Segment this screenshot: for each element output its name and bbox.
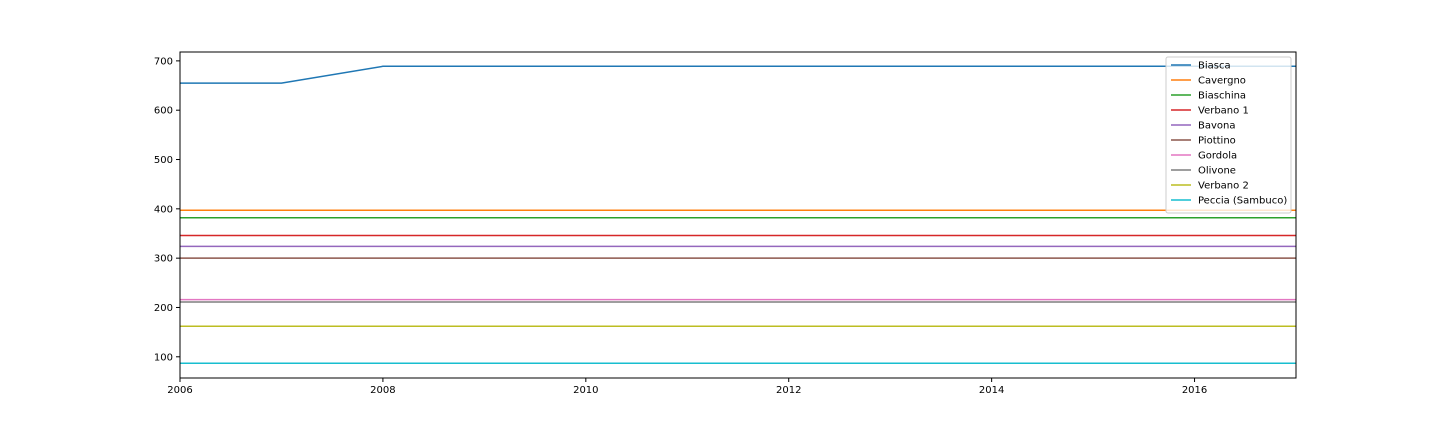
legend-label-6: Gordola — [1198, 151, 1237, 162]
y-tick-label-4: 500 — [154, 155, 173, 166]
x-tick-label-3: 2012 — [776, 385, 801, 396]
x-tick-label-1: 2008 — [370, 385, 395, 396]
legend-label-7: Olivone — [1198, 166, 1236, 177]
legend-label-3: Verbano 1 — [1198, 106, 1249, 117]
plot-frame — [179, 51, 1297, 379]
legend-label-1: Cavergno — [1198, 76, 1246, 87]
legend-label-4: Bavona — [1198, 121, 1236, 132]
legend: Biasca Cavergno Biaschina Verbano 1 Bavona Pi… — [1165, 56, 1292, 214]
x-tick-label-5: 2016 — [1182, 385, 1207, 396]
legend-label-0: Biasca — [1198, 61, 1231, 72]
legend-label-8: Verbano 2 — [1198, 181, 1249, 192]
series-line-0 — [180, 65, 1296, 84]
y-tick-label-6: 700 — [154, 56, 173, 67]
legend-label-9: Peccia (Sambuco) — [1198, 196, 1287, 207]
x-axis: 2006 2008 2010 2012 2014 2016 — [167, 378, 1207, 396]
y-axis: 100 200 300 400 500 600 700 — [154, 56, 180, 363]
y-tick-label-1: 200 — [154, 303, 173, 314]
y-tick-label-3: 400 — [154, 204, 173, 215]
y-tick-label-2: 300 — [154, 254, 173, 265]
x-tick-label-4: 2014 — [979, 385, 1004, 396]
y-tick-label-5: 600 — [154, 106, 173, 117]
plot-lines — [180, 65, 1296, 364]
x-tick-label-2: 2010 — [573, 385, 598, 396]
legend-label-5: Piottino — [1198, 136, 1236, 147]
y-tick-label-0: 100 — [154, 352, 173, 363]
legend-label-2: Biaschina — [1198, 91, 1246, 102]
legend-box — [1165, 56, 1292, 214]
x-tick-label-0: 2006 — [167, 385, 192, 396]
